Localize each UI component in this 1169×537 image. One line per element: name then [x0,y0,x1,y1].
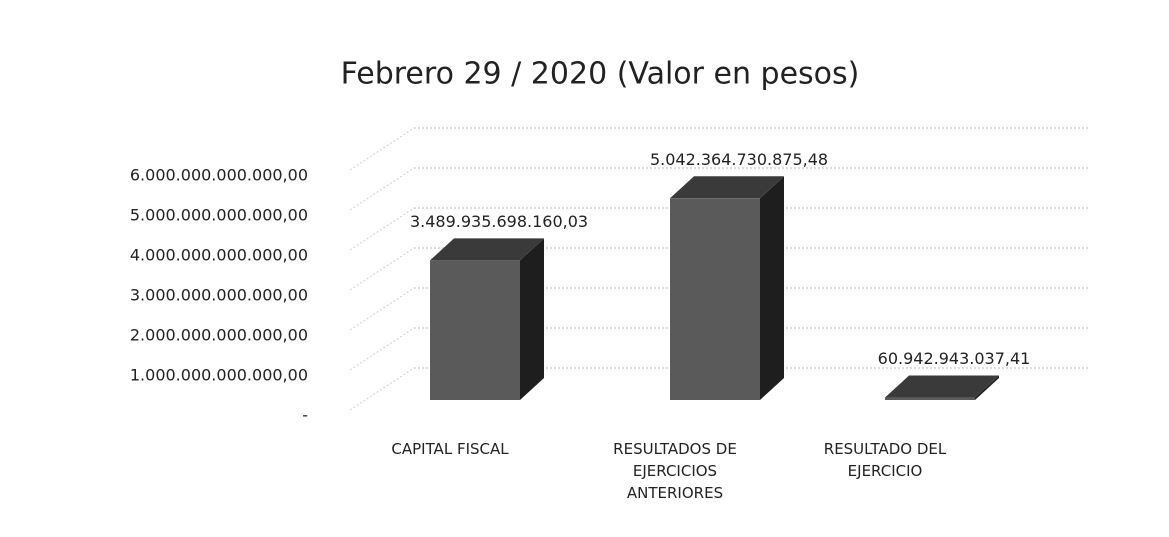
bar-top [885,375,999,398]
x-tick-label: RESULTADO DEL EJERCICIO [823,440,947,480]
bar-side [975,375,999,400]
grid-wall [349,167,415,211]
y-tick-label: 2.000.000.000.000,00 [130,326,308,345]
grid-wall [349,327,415,371]
y-tick-label: 1.000.000.000.000,00 [130,366,308,385]
data-label: 5.042.364.730.875,48 [650,150,828,169]
y-tick-label: - [302,406,308,425]
grid-wall [349,367,415,411]
bar [670,198,760,400]
data-label: 3.489.935.698.160,03 [410,212,588,231]
bar [885,397,975,400]
y-tick-label: 5.000.000.000.000,00 [130,206,308,225]
bar-top [670,176,784,199]
y-tick-label: 3.000.000.000.000,00 [130,286,308,305]
bar [430,260,520,400]
y-tick-label: 6.000.000.000.000,00 [130,166,308,185]
x-tick-label: RESULTADOS DE EJERCICIOS ANTERIORES [613,440,737,502]
grid-wall [349,207,415,251]
bar-side [520,238,544,400]
bar-side [760,176,784,400]
x-tick-label: CAPITAL FISCAL [391,440,509,458]
data-label: 60.942.943.037,41 [878,349,1031,368]
grid-wall [349,287,415,331]
chart-title: Febrero 29 / 2020 (Valor en pesos) [341,57,860,92]
y-tick-label: 4.000.000.000.000,00 [130,246,308,265]
bar-top [430,238,544,261]
grid-wall [349,247,415,291]
grid-wall [349,127,415,171]
